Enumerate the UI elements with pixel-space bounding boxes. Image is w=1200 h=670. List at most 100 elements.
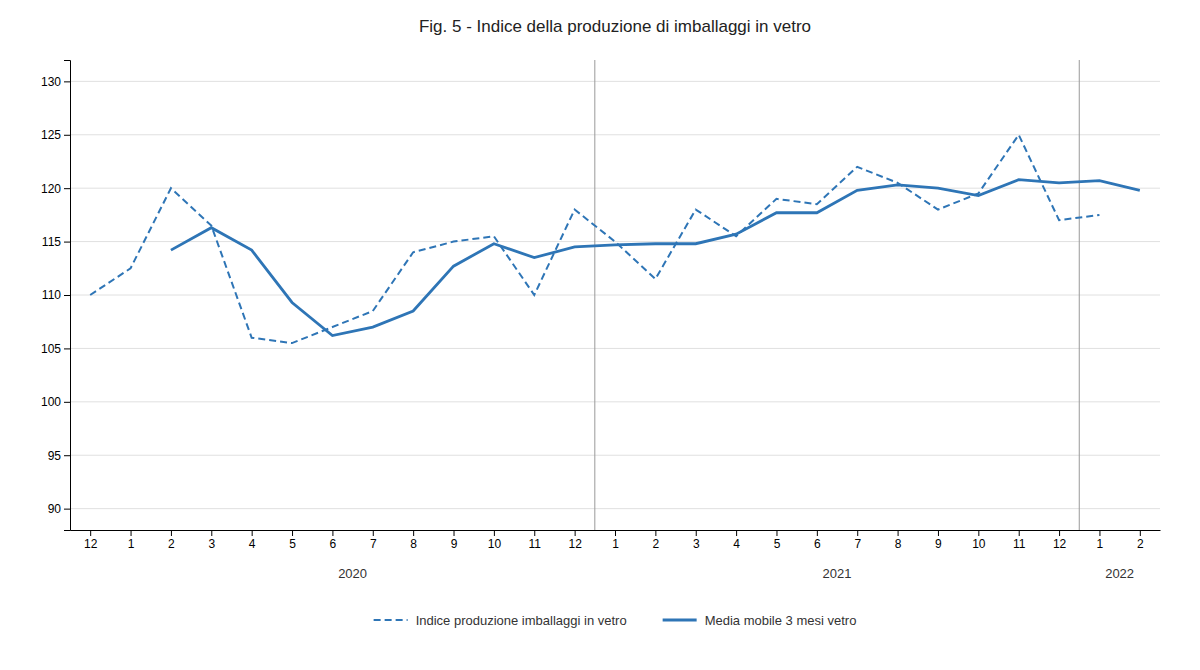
tick-mark bbox=[454, 530, 455, 536]
tick: 12 bbox=[568, 530, 582, 551]
tick: 95 bbox=[48, 449, 70, 463]
annotation: 2021 bbox=[823, 566, 852, 581]
tick-label: 1 bbox=[128, 537, 135, 551]
tick-label: 11 bbox=[529, 537, 542, 551]
tick-label: 4 bbox=[733, 537, 740, 551]
tick-mark bbox=[292, 530, 293, 536]
tick-mark bbox=[64, 135, 70, 136]
tick-mark bbox=[1140, 530, 1141, 536]
grid-line bbox=[70, 508, 1160, 509]
tick: 9 bbox=[451, 530, 458, 551]
tick-mark bbox=[64, 455, 70, 456]
tick: 110 bbox=[42, 288, 70, 302]
tick-mark bbox=[776, 530, 777, 536]
legend: Indice produzione imballaggi in vetroMed… bbox=[374, 613, 857, 628]
legend-swatch bbox=[663, 619, 697, 622]
grid-line bbox=[70, 134, 1160, 135]
plot: 1212345678910111212345678910111212909510… bbox=[41, 60, 1161, 581]
grid-line bbox=[70, 401, 1160, 402]
tick-mark bbox=[64, 295, 70, 296]
grid-line bbox=[70, 295, 1160, 296]
tick-mark bbox=[1059, 530, 1060, 536]
tick-mark bbox=[575, 530, 576, 536]
annotation: 2020 bbox=[338, 566, 367, 581]
tick-label: 105 bbox=[41, 342, 61, 356]
tick-label: 95 bbox=[48, 449, 62, 463]
tick-mark bbox=[211, 530, 212, 536]
tick-label: 6 bbox=[330, 537, 337, 551]
tick: 6 bbox=[330, 530, 337, 551]
y-axis: 9095100105110115120125130 bbox=[41, 61, 71, 531]
tick: 9 bbox=[935, 530, 942, 551]
tick-label: 10 bbox=[488, 537, 502, 551]
tick-mark bbox=[413, 530, 414, 536]
tick: 1 bbox=[128, 530, 135, 551]
tick-mark bbox=[373, 530, 374, 536]
tick-label: 2 bbox=[1137, 537, 1144, 551]
marks bbox=[90, 60, 1140, 530]
grid-line bbox=[70, 81, 1160, 82]
tick-mark bbox=[90, 530, 91, 536]
tick-label: 9 bbox=[451, 537, 458, 551]
tick-mark bbox=[534, 530, 535, 536]
tick-label: 8 bbox=[895, 537, 902, 551]
tick-label: 1 bbox=[1097, 537, 1104, 551]
tick-label: 12 bbox=[568, 537, 582, 551]
tick-label: 11 bbox=[1013, 537, 1026, 551]
tick-mark bbox=[615, 530, 616, 536]
tick: 3 bbox=[693, 530, 700, 551]
tick: 115 bbox=[42, 235, 70, 249]
tick: 8 bbox=[410, 530, 417, 551]
tick-label: 5 bbox=[774, 537, 781, 551]
x-axis: 1212345678910111212345678910111212 bbox=[71, 530, 1161, 551]
tick-mark bbox=[64, 348, 70, 349]
tick-label: 120 bbox=[41, 182, 61, 196]
tick: 6 bbox=[814, 530, 821, 551]
tick-label: 8 bbox=[410, 537, 417, 551]
tick-mark bbox=[655, 530, 656, 536]
legend-label: Indice produzione imballaggi in vetro bbox=[416, 613, 627, 628]
tick-mark bbox=[332, 530, 333, 536]
tick: 12 bbox=[84, 530, 98, 551]
tick-mark bbox=[1099, 530, 1100, 536]
tick: 125 bbox=[41, 128, 70, 142]
tick: 5 bbox=[289, 530, 296, 551]
legend-swatch bbox=[374, 619, 408, 621]
tick: 10 bbox=[972, 530, 986, 551]
tick: 2 bbox=[1137, 530, 1144, 551]
tick-label: 12 bbox=[84, 537, 98, 551]
tick-mark bbox=[64, 402, 70, 403]
tick: 1 bbox=[1097, 530, 1104, 551]
tick-label: 3 bbox=[208, 537, 215, 551]
tick-label: 2 bbox=[168, 537, 175, 551]
tick-mark bbox=[171, 530, 172, 536]
tick: 10 bbox=[488, 530, 502, 551]
tick-mark bbox=[1019, 530, 1020, 536]
tick: 1 bbox=[612, 530, 619, 551]
divider bbox=[594, 60, 595, 530]
tick-label: 4 bbox=[249, 537, 256, 551]
grid-line bbox=[70, 348, 1160, 349]
tick: 105 bbox=[41, 342, 70, 356]
tick-label: 110 bbox=[42, 288, 61, 302]
title: Fig. 5 - Indice della produzione di imba… bbox=[419, 17, 811, 36]
tick-label: 115 bbox=[42, 235, 61, 249]
tick-label: 130 bbox=[41, 75, 61, 89]
tick-label: 10 bbox=[972, 537, 986, 551]
tick-mark bbox=[64, 81, 70, 82]
tick-mark bbox=[736, 530, 737, 536]
annotation: 2022 bbox=[1105, 566, 1134, 581]
tick: 3 bbox=[208, 530, 215, 551]
tick-label: 100 bbox=[41, 395, 61, 409]
tick-mark bbox=[978, 530, 979, 536]
tick-label: 2 bbox=[653, 537, 660, 551]
tick-mark bbox=[938, 530, 939, 536]
tick-label: 5 bbox=[289, 537, 296, 551]
tick-label: 125 bbox=[41, 128, 61, 142]
tick-mark bbox=[898, 530, 899, 536]
tick-mark bbox=[64, 509, 70, 510]
axis-line bbox=[64, 61, 71, 531]
tick-label: 7 bbox=[370, 537, 377, 551]
tick: 2 bbox=[653, 530, 660, 551]
tick-label: 12 bbox=[1053, 537, 1067, 551]
